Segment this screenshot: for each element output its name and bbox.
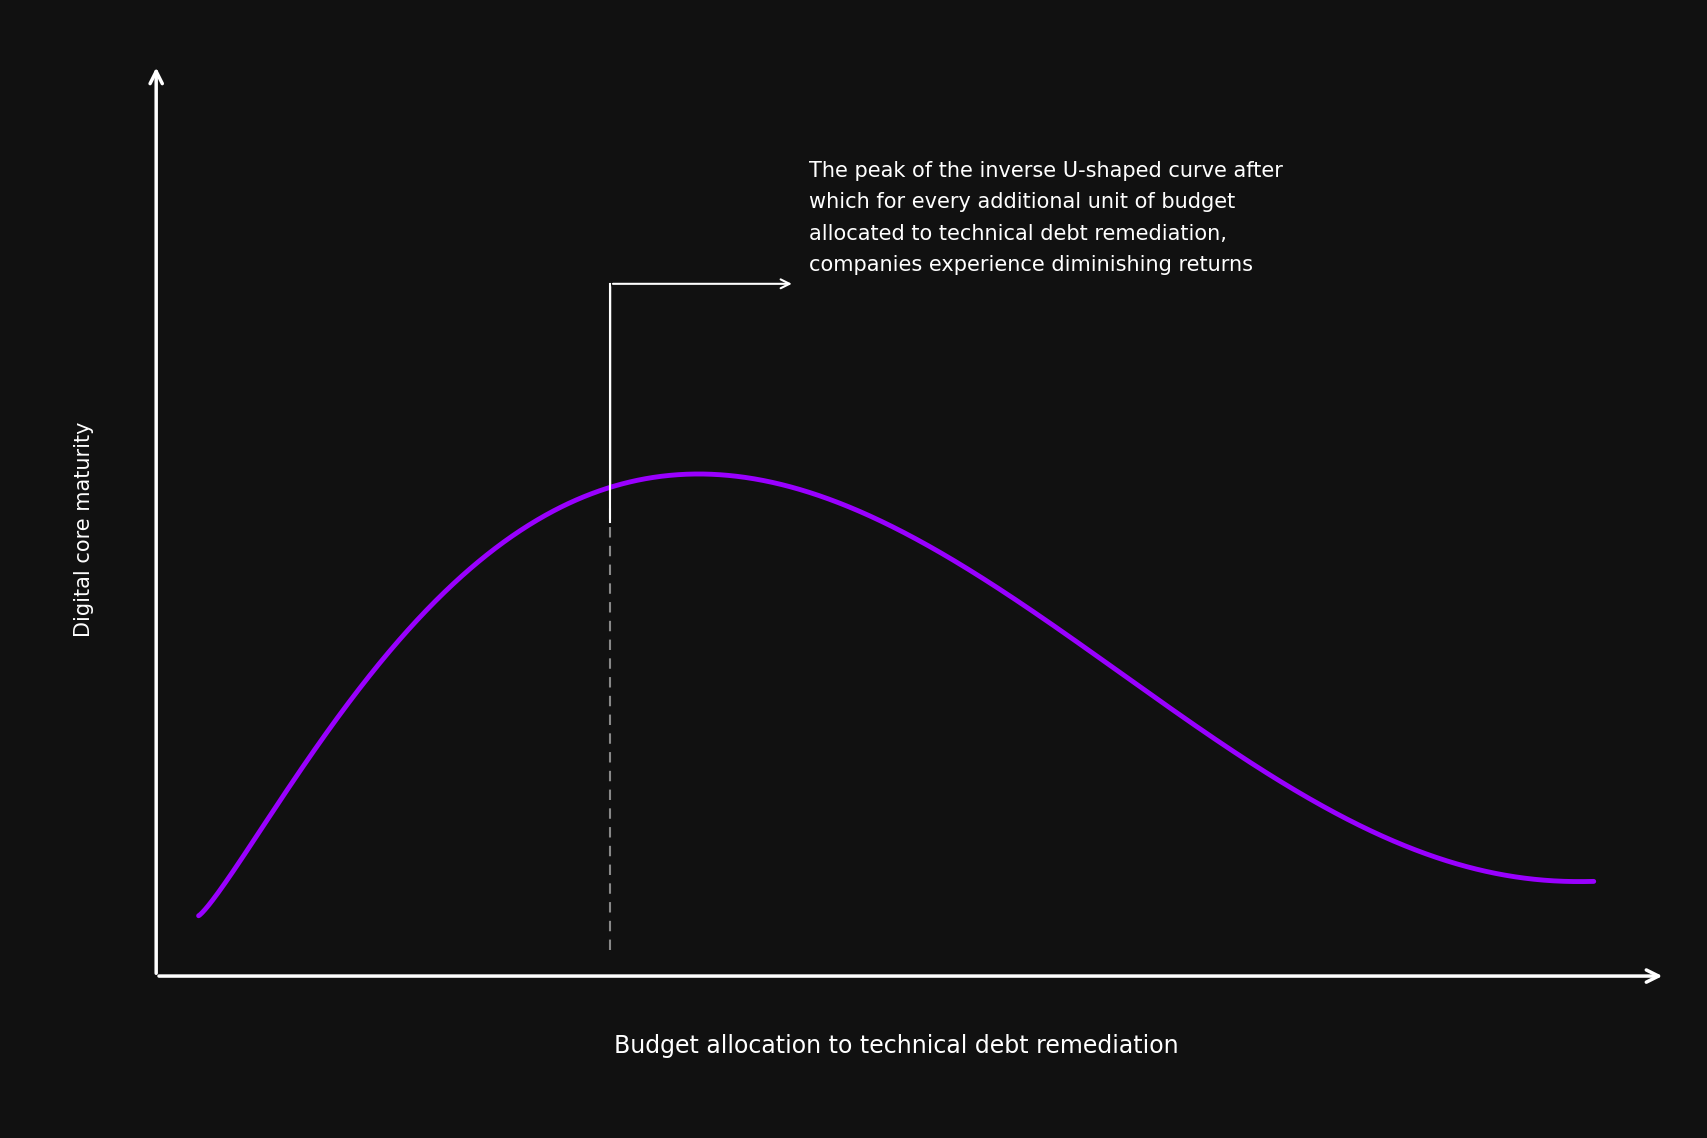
Text: Budget allocation to technical debt remediation: Budget allocation to technical debt reme…	[615, 1034, 1178, 1058]
Text: Digital core maturity: Digital core maturity	[73, 421, 94, 637]
Text: The peak of the inverse U-shaped curve after
which for every additional unit of : The peak of the inverse U-shaped curve a…	[809, 162, 1284, 274]
